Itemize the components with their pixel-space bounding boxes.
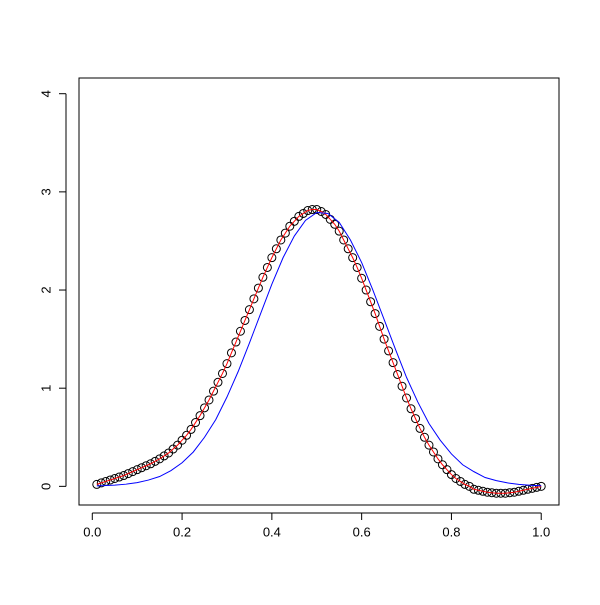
data-point xyxy=(128,467,138,477)
data-point xyxy=(527,483,537,493)
y-tick-label: 1 xyxy=(38,385,53,392)
y-tick-label: 4 xyxy=(38,90,53,97)
data-point xyxy=(402,393,412,403)
y-tick-label: 2 xyxy=(38,286,53,293)
data-point xyxy=(388,358,398,368)
data-point xyxy=(132,465,142,475)
data-point xyxy=(433,454,443,464)
data-point xyxy=(406,404,416,414)
data-point xyxy=(262,262,272,272)
data-point xyxy=(411,414,421,424)
data-point xyxy=(146,459,156,469)
data-point xyxy=(182,430,192,440)
data-point xyxy=(253,283,263,293)
data-point xyxy=(123,469,133,479)
data-point xyxy=(352,262,362,272)
data-point xyxy=(330,219,340,229)
series-line xyxy=(96,211,542,487)
data-point xyxy=(249,294,259,304)
data-point xyxy=(200,403,210,413)
data-point xyxy=(289,216,299,226)
data-point xyxy=(316,206,326,216)
data-point xyxy=(451,473,461,483)
data-point xyxy=(240,315,250,325)
data-point xyxy=(92,479,102,489)
data-point xyxy=(222,359,232,369)
data-point xyxy=(455,476,465,486)
data-point xyxy=(370,309,380,319)
x-tick-label: 0.0 xyxy=(83,524,101,539)
data-point xyxy=(428,447,438,457)
x-tick-label: 0.4 xyxy=(263,524,281,539)
data-point xyxy=(464,481,474,491)
data-point xyxy=(379,334,389,344)
data-point xyxy=(280,228,290,238)
data-point xyxy=(96,478,106,488)
data-point xyxy=(334,226,344,236)
x-tick-label: 0.6 xyxy=(353,524,371,539)
x-tick-label: 0.2 xyxy=(173,524,191,539)
data-point xyxy=(244,305,254,315)
data-point xyxy=(231,337,241,347)
data-point xyxy=(303,206,313,216)
y-tick-label: 0 xyxy=(38,483,53,490)
data-point xyxy=(393,369,403,379)
data-point xyxy=(442,465,452,475)
data-point xyxy=(155,454,165,464)
data-point xyxy=(114,472,124,482)
y-tick-label: 3 xyxy=(38,188,53,195)
data-point xyxy=(532,482,542,492)
data-point xyxy=(195,411,205,421)
data-point xyxy=(186,424,196,434)
data-point xyxy=(298,208,308,218)
data-point xyxy=(204,395,214,405)
data-point xyxy=(366,297,376,307)
data-point xyxy=(415,423,425,433)
data-point xyxy=(285,221,295,231)
data-point xyxy=(159,451,169,461)
data-point xyxy=(343,244,353,254)
data-point xyxy=(119,471,129,481)
data-point xyxy=(267,253,277,263)
data-point xyxy=(357,273,367,283)
data-point xyxy=(397,381,407,391)
data-point xyxy=(173,440,183,450)
data-point xyxy=(110,473,120,483)
x-tick-label: 1.0 xyxy=(532,524,550,539)
data-point xyxy=(518,485,528,495)
data-point xyxy=(105,475,115,485)
data-point xyxy=(424,440,434,450)
plot-frame xyxy=(78,77,560,506)
data-point xyxy=(235,326,245,336)
data-point xyxy=(150,456,160,466)
data-point xyxy=(375,321,385,331)
data-point xyxy=(469,484,479,494)
data-point xyxy=(419,432,429,442)
data-point xyxy=(191,418,201,428)
data-point xyxy=(217,368,227,378)
data-point xyxy=(226,348,236,358)
data-point xyxy=(271,244,281,254)
data-point xyxy=(437,460,447,470)
data-point xyxy=(536,481,546,491)
data-point xyxy=(473,485,483,495)
data-point xyxy=(141,461,151,471)
data-point xyxy=(137,463,147,473)
data-point xyxy=(478,486,488,496)
data-point xyxy=(361,285,371,295)
data-point xyxy=(384,346,394,356)
data-point xyxy=(258,272,268,282)
data-point xyxy=(213,377,223,387)
data-point xyxy=(460,479,470,489)
data-point xyxy=(276,235,286,245)
data-point xyxy=(294,211,304,221)
data-point xyxy=(177,435,187,445)
data-point xyxy=(348,253,358,263)
series-line xyxy=(96,209,542,494)
x-tick-label: 0.8 xyxy=(442,524,460,539)
data-point xyxy=(209,386,219,396)
data-point xyxy=(339,235,349,245)
data-point xyxy=(514,486,524,496)
